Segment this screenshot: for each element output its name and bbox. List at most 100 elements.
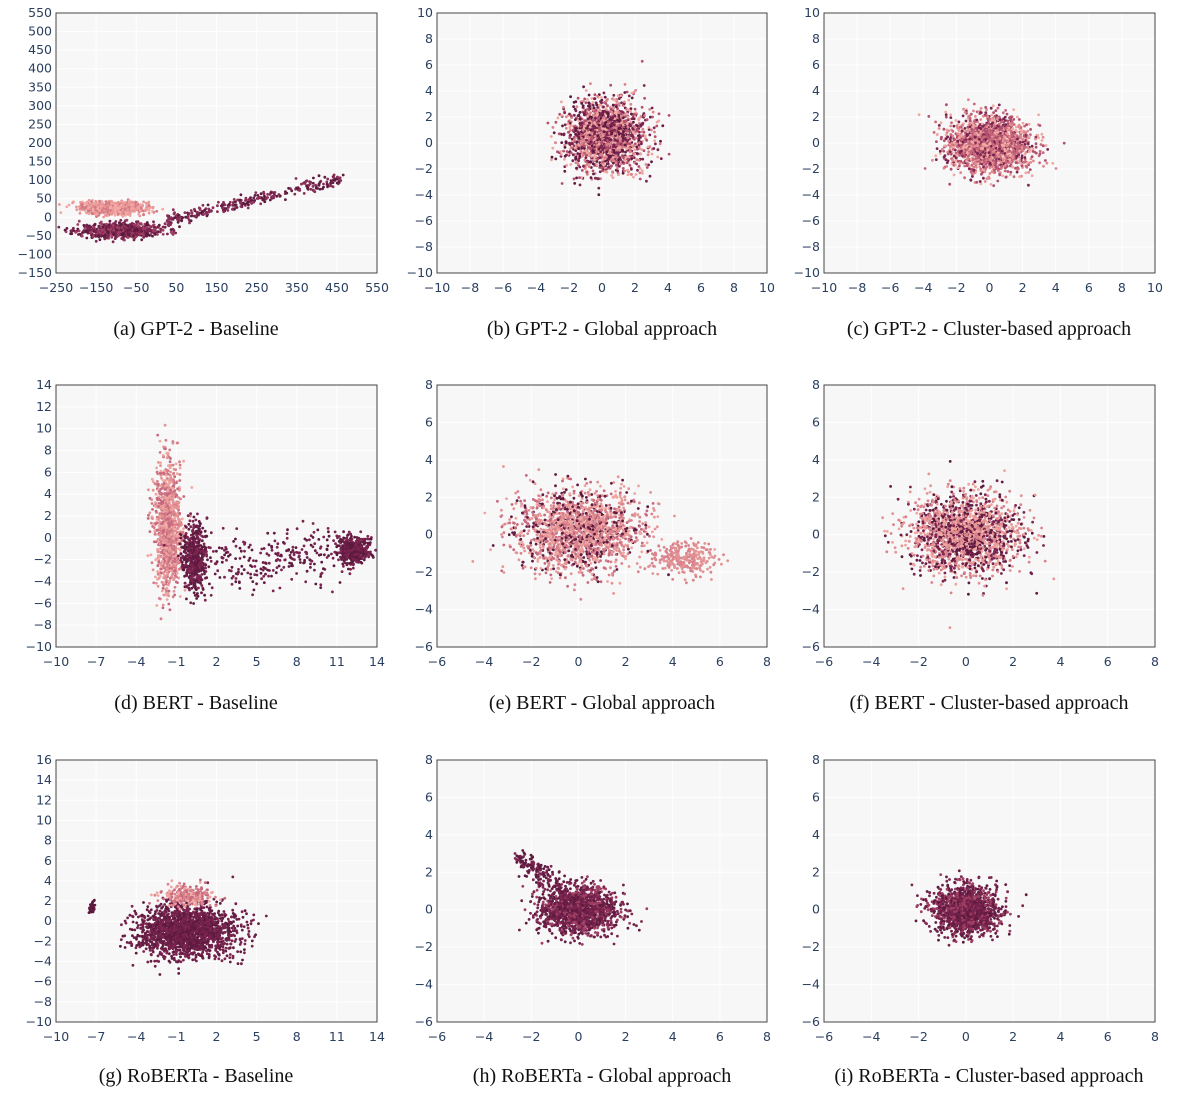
- data-point: [550, 155, 554, 159]
- data-point: [638, 177, 642, 181]
- data-point: [583, 113, 586, 117]
- data-point: [607, 131, 611, 135]
- data-point: [625, 112, 629, 116]
- data-point: [612, 126, 616, 129]
- data-point: [597, 123, 601, 127]
- data-point: [595, 103, 599, 107]
- data-point: [564, 140, 568, 144]
- data-point: [148, 234, 151, 237]
- data-point: [585, 151, 589, 154]
- data-point: [626, 125, 630, 129]
- data-point: [263, 194, 266, 198]
- data-point: [549, 135, 553, 138]
- data-point: [563, 154, 567, 158]
- data-point: [615, 166, 619, 170]
- data-point: [599, 177, 602, 181]
- data-point: [651, 110, 655, 114]
- data-point: [625, 90, 629, 94]
- data-point: [119, 218, 123, 222]
- x-tick-label: 0: [598, 280, 606, 295]
- data-point: [585, 163, 588, 167]
- data-point: [227, 203, 231, 206]
- data-point: [104, 200, 108, 204]
- data-point: [90, 204, 94, 208]
- scatter-panel-3: −10 −8 −6 −4 −2 0 2 4 6 8 10 −10 −8 −6 −4 −2 0 2 4 6 8 10: [794, 5, 1163, 295]
- data-point: [231, 207, 234, 211]
- data-point: [216, 210, 219, 214]
- data-point: [596, 94, 599, 98]
- data-point: [937, 127, 941, 130]
- y-tick-label: 8: [425, 31, 433, 46]
- data-point: [57, 225, 61, 229]
- data-point: [573, 135, 576, 139]
- x-tick-label: −2: [560, 280, 578, 295]
- data-point: [287, 186, 290, 190]
- data-point: [1012, 118, 1016, 121]
- data-point: [69, 229, 73, 233]
- data-point: [574, 149, 578, 153]
- data-point: [201, 203, 205, 207]
- data-point: [609, 164, 613, 168]
- data-point: [579, 139, 583, 143]
- data-point: [605, 136, 609, 140]
- data-point: [582, 99, 585, 103]
- data-point: [627, 94, 631, 98]
- data-point: [608, 118, 612, 121]
- data-point: [640, 142, 643, 146]
- data-point: [239, 201, 243, 205]
- data-point: [575, 166, 578, 170]
- data-point: [592, 158, 596, 162]
- data-point: [166, 214, 169, 218]
- data-point: [1034, 151, 1038, 155]
- y-tick-label: 350: [28, 79, 52, 94]
- data-point: [293, 192, 297, 196]
- data-point: [302, 181, 305, 185]
- data-point: [652, 126, 656, 130]
- data-point: [667, 152, 671, 156]
- data-point: [580, 102, 584, 105]
- data-point: [628, 163, 632, 167]
- data-point: [629, 139, 632, 143]
- data-point: [98, 199, 101, 203]
- data-point: [578, 117, 582, 121]
- data-point: [98, 221, 102, 225]
- data-point: [323, 175, 327, 179]
- data-point: [216, 204, 219, 208]
- data-point: [972, 102, 976, 106]
- data-point: [592, 172, 595, 176]
- data-point: [569, 114, 573, 118]
- data-point: [624, 129, 628, 133]
- data-point: [1027, 134, 1031, 138]
- data-point: [591, 119, 595, 122]
- data-point: [613, 111, 617, 115]
- data-point: [122, 236, 125, 240]
- data-point: [949, 113, 953, 117]
- data-point: [599, 150, 603, 154]
- data-point: [991, 104, 995, 108]
- data-point: [122, 229, 125, 232]
- data-point: [597, 186, 601, 190]
- data-point: [934, 154, 938, 158]
- data-point: [568, 136, 572, 139]
- data-point: [145, 226, 148, 229]
- y-tick-label: 6: [425, 57, 433, 72]
- data-point: [967, 98, 970, 102]
- y-tick-label: 0: [425, 135, 433, 150]
- points-layer: [546, 59, 671, 197]
- data-point: [600, 135, 603, 139]
- data-point: [643, 134, 647, 138]
- data-point: [205, 214, 209, 218]
- data-point: [183, 211, 187, 215]
- data-point: [71, 201, 74, 205]
- data-point: [180, 219, 184, 223]
- data-point: [130, 225, 134, 228]
- data-point: [290, 189, 294, 193]
- data-point: [607, 120, 610, 124]
- data-point: [562, 149, 565, 153]
- data-point: [228, 200, 232, 204]
- data-point: [569, 95, 572, 99]
- data-point: [130, 206, 133, 210]
- data-point: [593, 130, 597, 134]
- data-point: [619, 162, 623, 166]
- data-point: [256, 194, 260, 197]
